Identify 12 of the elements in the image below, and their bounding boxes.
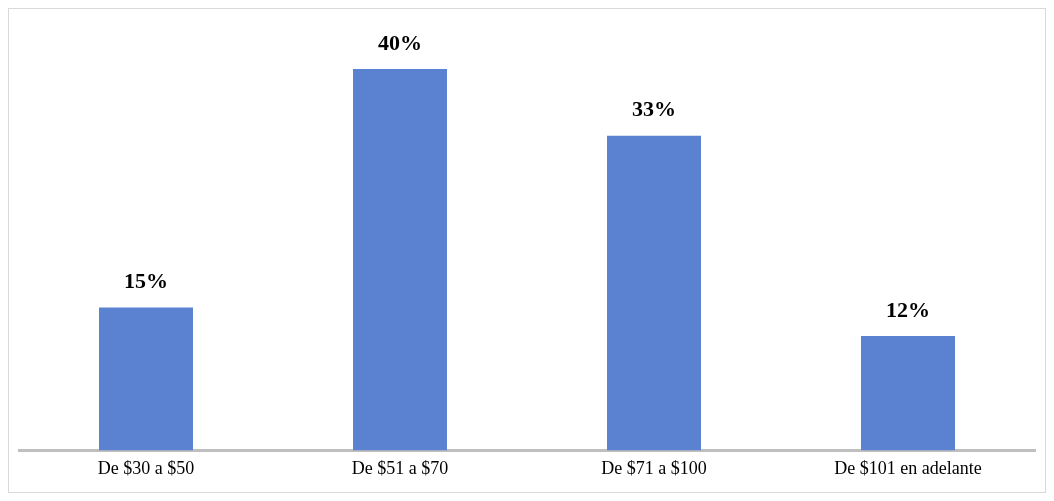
x-tick-label: De $71 a $100: [601, 457, 707, 478]
x-tick-label: De $101 en adelante: [834, 457, 982, 478]
x-tick-label: De $30 a $50: [97, 457, 195, 478]
bar: [99, 307, 193, 451]
x-tick-label: De $51 a $70: [351, 457, 449, 478]
data-label: 40%: [378, 29, 422, 55]
bar: [607, 135, 701, 451]
data-label: 33%: [632, 96, 676, 122]
data-label: 12%: [886, 296, 930, 322]
data-label: 15%: [124, 268, 168, 294]
bar: [353, 69, 447, 451]
bar: [861, 335, 955, 451]
